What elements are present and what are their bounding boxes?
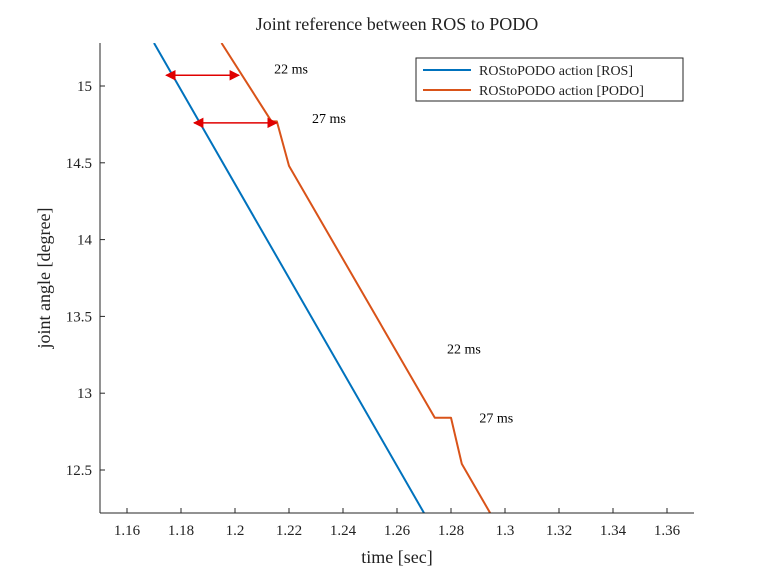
x-axis-label: time [sec] xyxy=(361,547,432,567)
x-tick-label: 1.16 xyxy=(114,523,141,539)
y-tick-label: 14 xyxy=(77,233,93,249)
annotation-arrows xyxy=(165,70,278,129)
legend-label-ros: ROStoPODO action [ROS] xyxy=(479,64,633,79)
x-tick-label: 1.18 xyxy=(168,523,194,539)
y-tick-label: 14.5 xyxy=(66,156,92,172)
delay-label: 27 ms xyxy=(479,411,513,426)
legend: ROStoPODO action [ROS] ROStoPODO action … xyxy=(415,57,684,102)
legend-label-podo: ROStoPODO action [PODO] xyxy=(479,84,644,99)
x-tick-label: 1.34 xyxy=(600,523,627,539)
annotation-labels: 22 ms 27 ms 22 ms 27 ms xyxy=(274,63,513,427)
y-tick-label: 15 xyxy=(77,79,92,95)
x-tick-label: 1.36 xyxy=(654,523,681,539)
x-tick-label: 1.26 xyxy=(384,523,411,539)
delay-label: 27 ms xyxy=(312,112,346,127)
x-tick-label: 1.28 xyxy=(438,523,464,539)
x-tick-label: 1.2 xyxy=(226,523,245,539)
delay-label: 22 ms xyxy=(274,63,308,78)
x-tick-label: 1.32 xyxy=(546,523,572,539)
y-tick-label: 12.5 xyxy=(66,463,92,479)
delay-label: 22 ms xyxy=(447,342,481,357)
x-ticks: 1.16 1.18 1.2 1.22 1.24 1.26 1.28 1.3 1.32 1.34 1.… xyxy=(114,508,681,539)
x-tick-label: 1.3 xyxy=(496,523,515,539)
legend-box xyxy=(415,57,684,102)
x-tick-label: 1.24 xyxy=(330,523,357,539)
y-ticks: 12.5 13 13.5 14 14.5 15 xyxy=(66,79,105,479)
plot-area xyxy=(100,43,694,513)
y-axis-label: joint angle [degree] xyxy=(34,208,54,350)
y-tick-label: 13.5 xyxy=(66,309,92,325)
chart-title: Joint reference between ROS to PODO xyxy=(256,14,538,34)
y-tick-label: 13 xyxy=(77,386,92,402)
x-tick-label: 1.22 xyxy=(276,523,302,539)
